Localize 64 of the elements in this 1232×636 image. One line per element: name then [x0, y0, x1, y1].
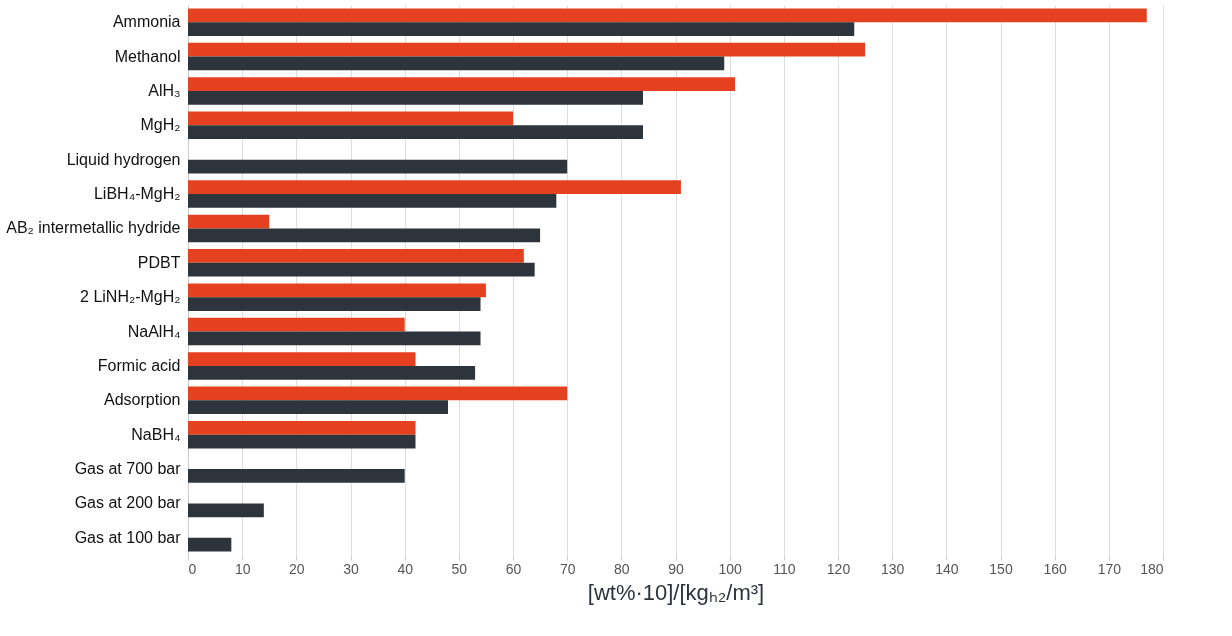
- x-tick-label: 140: [935, 560, 959, 577]
- y-tick-label: NaBH₄: [131, 425, 181, 443]
- bar: [188, 352, 416, 366]
- x-tick-label: 0: [188, 560, 197, 577]
- bar: [188, 331, 481, 346]
- y-tick-label: LiBH₄-MgH₂: [93, 185, 181, 203]
- y-tick-label: Gas at 700 bar: [74, 460, 182, 478]
- x-tick-label: 160: [1043, 560, 1068, 577]
- bar: [188, 194, 557, 208]
- x-tick-label: 100: [718, 560, 743, 577]
- bar: [188, 77, 736, 91]
- bar: [188, 400, 448, 415]
- bar: [188, 503, 264, 518]
- bar: [188, 283, 486, 298]
- x-tick-label: 170: [1097, 560, 1122, 577]
- bar: [188, 8, 1147, 23]
- bar: [188, 228, 541, 243]
- bar: [188, 249, 524, 263]
- x-tick-label: 180: [1140, 560, 1164, 577]
- bar: [188, 537, 232, 552]
- bar: [188, 420, 416, 435]
- bar: [188, 125, 643, 140]
- bar: [188, 111, 513, 126]
- bar: [188, 365, 476, 380]
- x-tick-label: 30: [343, 560, 359, 577]
- bar: [188, 214, 270, 229]
- y-tick-label: Ammonia: [112, 13, 181, 31]
- y-tick-label: Formic acid: [97, 356, 181, 374]
- x-tick-label: 50: [451, 560, 468, 577]
- bar: [188, 180, 681, 195]
- bar: [188, 42, 866, 57]
- x-tick-label: 40: [397, 560, 414, 577]
- y-tick-label: AB₂ intermetallic hydride: [6, 219, 181, 237]
- y-tick-label: Methanol: [114, 47, 181, 65]
- x-tick-label: 150: [989, 560, 1013, 577]
- x-tick-label: 80: [614, 560, 630, 577]
- y-tick-label: NaAlH₄: [127, 322, 181, 340]
- x-tick-label: 60: [505, 560, 522, 577]
- bar: [188, 386, 568, 401]
- bar: [188, 159, 568, 174]
- y-tick-label: PDBT: [137, 253, 181, 271]
- y-tick-label: Gas at 100 bar: [74, 528, 182, 546]
- x-tick-label: 70: [559, 560, 576, 577]
- x-tick-label: 110: [773, 560, 796, 577]
- bar: [188, 90, 643, 105]
- bar: [188, 22, 855, 36]
- y-tick-label: Gas at 200 bar: [74, 494, 182, 512]
- x-tick-label: 20: [289, 560, 305, 577]
- y-tick-label: MgH₂: [140, 116, 181, 134]
- y-tick-label: Liquid hydrogen: [66, 150, 181, 168]
- bar: [188, 297, 481, 311]
- y-tick-label: AlH₃: [148, 81, 181, 99]
- x-axis-title: [wt%·10]/[kgₕ₂/m³]: [587, 579, 765, 605]
- x-tick-label: 120: [826, 560, 851, 577]
- bar: [188, 317, 405, 332]
- y-tick-label: Adsorption: [104, 391, 181, 409]
- bar: [188, 56, 725, 71]
- bar: [188, 434, 416, 449]
- bar: [188, 262, 535, 277]
- x-tick-label: 10: [234, 560, 251, 577]
- x-tick-label: 90: [668, 560, 684, 577]
- x-tick-label: 130: [880, 560, 905, 577]
- bar: [188, 469, 405, 483]
- y-tick-label: 2 LiNH₂-MgH₂: [80, 288, 181, 306]
